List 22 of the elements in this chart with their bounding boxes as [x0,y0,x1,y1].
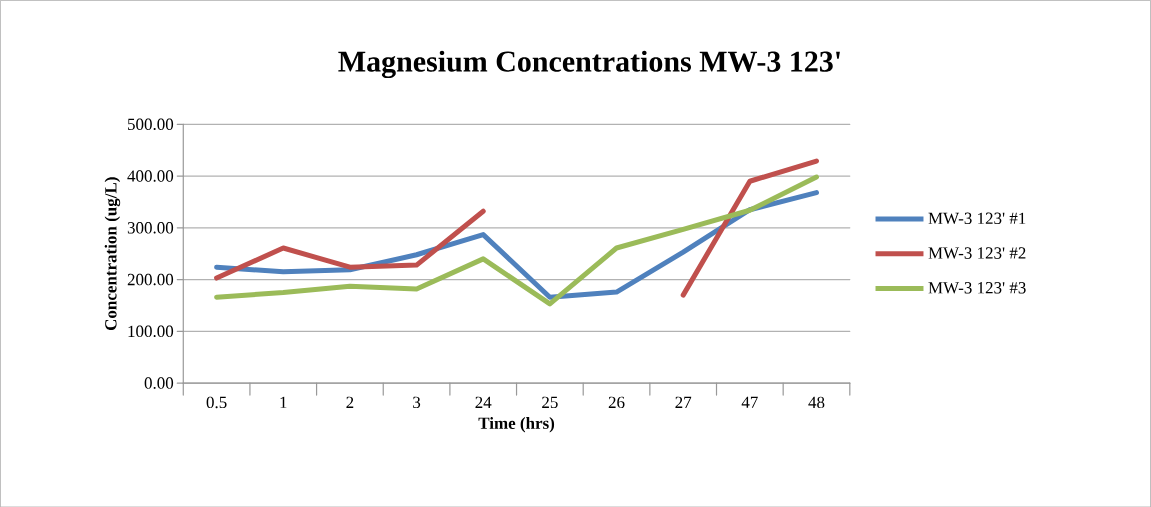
y-tick-label: 500.00 [128,118,174,130]
y-tick-label: 100.00 [128,325,174,337]
x-tick-label: 3 [413,396,421,408]
x-tick-label: 24 [475,396,492,408]
y-tick-label: 300.00 [127,221,174,234]
y-axis-title: Concentration (ug/L) [104,177,121,330]
x-tick-label: 47 [741,396,758,408]
y-tick-label: 400.00 [127,170,174,182]
x-tick-label: 48 [808,396,825,408]
legend-label: MW-3 123' #2 [928,247,1026,259]
x-tick-label: 26 [608,396,625,408]
x-tick-label: 1 [280,396,287,408]
x-tick-label: 25 [542,396,558,408]
x-tick-label: 0.5 [206,396,227,408]
y-tick-label: 0.00 [144,377,174,389]
x-tick-label: 27 [675,396,692,408]
chart-title: Magnesium Concentrations MW-3 123' [338,50,840,78]
x-axis-title: Time (hrs) [478,416,555,433]
y-tick-label: 200.00 [127,273,174,286]
legend-label: MW-3 123' #3 [928,281,1026,294]
x-tick-label: 2 [346,396,354,408]
legend-label: MW-3 123' #1 [928,212,1026,224]
